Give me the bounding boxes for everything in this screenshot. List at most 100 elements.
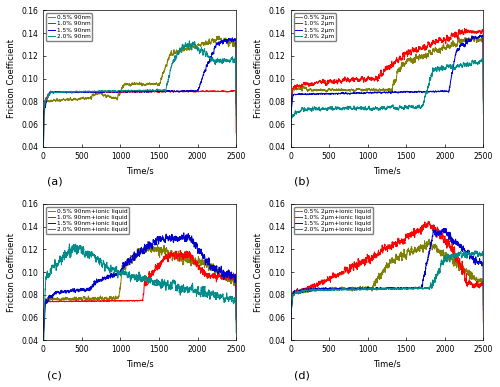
2.0% 90nm+ionic liquid — [74, 252, 80, 257]
1.5% 90nm — [114, 89, 120, 94]
2.0% 2μm+ionic liquid — [480, 302, 486, 307]
2.0% 2μm — [476, 61, 482, 66]
1.5% 2μm — [362, 90, 368, 95]
0.5% 2μm — [456, 36, 462, 41]
2.0% 2μm — [456, 65, 462, 69]
1.5% 90nm — [208, 53, 214, 58]
0.5% 90nm — [233, 104, 239, 109]
0.5% 2μm — [310, 87, 316, 92]
1.0% 90nm — [230, 88, 235, 93]
1.5% 2μm+ionic liquid — [442, 226, 448, 231]
0.5% 2μm — [470, 34, 476, 39]
0.5% 90nm+ionic liquid — [114, 296, 120, 301]
1.5% 2μm+ionic liquid — [370, 286, 376, 291]
1.5% 2μm — [476, 34, 482, 39]
1.5% 90nm — [74, 90, 80, 94]
Line: 1.5% 90nm: 1.5% 90nm — [44, 38, 236, 155]
0.5% 2μm — [362, 87, 368, 92]
1.5% 2μm+ionic liquid — [310, 288, 316, 293]
1.5% 2μm+ionic liquid — [476, 257, 482, 262]
Legend: 0.5% 2μm+ionic liquid, 1.0% 2μm+ionic liquid, 1.5% 2μm+ionic liquid, 2.0% 2μm+io: 0.5% 2μm+ionic liquid, 1.0% 2μm+ionic li… — [294, 207, 373, 234]
1.0% 90nm — [62, 89, 68, 94]
1.5% 90nm+ionic liquid — [181, 231, 187, 235]
1.0% 2μm — [362, 75, 368, 80]
0.5% 2μm — [370, 88, 376, 93]
Line: 0.5% 2μm+ionic liquid: 0.5% 2μm+ionic liquid — [290, 239, 484, 351]
1.0% 90nm+ionic liquid — [230, 276, 235, 280]
0.5% 2μm+ionic liquid — [310, 288, 316, 293]
Legend: 0.5% 2μm, 1.0% 2μm, 1.5% 2μm, 2.0% 2μm: 0.5% 2μm, 1.0% 2μm, 1.5% 2μm, 2.0% 2μm — [294, 14, 336, 41]
1.0% 90nm+ionic liquid — [177, 248, 183, 253]
2.0% 90nm — [233, 113, 239, 118]
2.0% 2μm+ionic liquid — [310, 287, 316, 292]
1.0% 2μm+ionic liquid — [310, 282, 316, 287]
0.5% 2μm — [480, 101, 486, 106]
1.0% 90nm — [233, 131, 239, 135]
1.0% 90nm — [122, 89, 128, 94]
1.0% 90nm+ionic liquid — [74, 299, 80, 303]
1.5% 90nm+ionic liquid — [122, 263, 128, 268]
Line: 1.0% 90nm: 1.0% 90nm — [44, 91, 236, 155]
1.0% 2μm — [370, 76, 376, 81]
1.0% 90nm — [40, 152, 46, 157]
0.5% 2μm+ionic liquid — [288, 348, 294, 353]
1.5% 90nm+ionic liquid — [233, 317, 239, 322]
2.0% 90nm+ionic liquid — [233, 330, 239, 335]
2.0% 90nm+ionic liquid — [62, 255, 68, 260]
2.0% 2μm+ionic liquid — [370, 286, 376, 291]
0.5% 90nm+ionic liquid — [145, 239, 151, 244]
Legend: 0.5% 90nm+ionic liquid, 1.0% 90nm+ionic liquid, 1.5% 90nm+ionic liquid, 2.0% 90n: 0.5% 90nm+ionic liquid, 1.0% 90nm+ionic … — [46, 207, 129, 234]
1.5% 2μm — [480, 99, 486, 104]
0.5% 90nm+ionic liquid — [74, 297, 80, 301]
1.0% 2μm+ionic liquid — [480, 321, 486, 326]
Text: (d): (d) — [294, 370, 310, 380]
Y-axis label: Friction Coefficient: Friction Coefficient — [7, 39, 16, 118]
2.0% 2μm — [480, 112, 486, 116]
1.0% 2μm+ionic liquid — [456, 261, 462, 265]
0.5% 2μm+ionic liquid — [362, 286, 368, 290]
1.0% 2μm — [480, 96, 486, 101]
2.0% 2μm — [321, 106, 327, 111]
X-axis label: Time/s: Time/s — [373, 360, 401, 369]
2.0% 90nm — [230, 55, 235, 59]
Line: 1.5% 2μm+ionic liquid: 1.5% 2μm+ionic liquid — [290, 228, 484, 351]
0.5% 90nm+ionic liquid — [62, 296, 68, 301]
1.5% 90nm+ionic liquid — [208, 266, 214, 271]
1.0% 2μm+ionic liquid — [476, 285, 482, 290]
Line: 0.5% 2μm: 0.5% 2μm — [290, 37, 484, 154]
Text: (a): (a) — [47, 177, 63, 187]
0.5% 90nm+ionic liquid — [40, 348, 46, 352]
Y-axis label: Friction Coefficient: Friction Coefficient — [254, 233, 263, 312]
2.0% 2μm+ionic liquid — [456, 253, 462, 258]
1.5% 2μm — [288, 152, 294, 157]
0.5% 2μm — [321, 87, 327, 92]
2.0% 90nm — [74, 89, 80, 94]
2.0% 2μm+ionic liquid — [362, 287, 368, 291]
1.0% 90nm+ionic liquid — [114, 298, 120, 303]
0.5% 90nm — [216, 34, 222, 38]
2.0% 90nm — [208, 58, 214, 62]
2.0% 90nm+ionic liquid — [122, 272, 128, 276]
Line: 2.0% 90nm+ionic liquid: 2.0% 90nm+ionic liquid — [44, 244, 236, 360]
2.0% 90nm — [40, 152, 46, 157]
Line: 2.0% 90nm: 2.0% 90nm — [44, 41, 236, 154]
0.5% 2μm+ionic liquid — [456, 267, 462, 272]
Line: 1.5% 2μm: 1.5% 2μm — [290, 35, 484, 154]
0.5% 90nm — [74, 97, 80, 102]
1.5% 90nm+ionic liquid — [74, 288, 80, 293]
2.0% 2μm — [370, 106, 376, 111]
0.5% 90nm — [62, 98, 68, 103]
1.0% 90nm+ionic liquid — [40, 352, 46, 356]
1.5% 2μm — [310, 91, 316, 96]
Y-axis label: Friction Coefficient: Friction Coefficient — [254, 39, 263, 118]
1.0% 2μm — [476, 28, 482, 33]
0.5% 2μm+ionic liquid — [321, 287, 327, 292]
1.0% 90nm — [74, 90, 80, 95]
1.0% 90nm+ionic liquid — [208, 274, 214, 279]
2.0% 90nm+ionic liquid — [230, 296, 235, 301]
Text: (b): (b) — [294, 177, 310, 187]
0.5% 2μm — [476, 39, 482, 43]
1.0% 2μm+ionic liquid — [426, 219, 432, 224]
X-axis label: Time/s: Time/s — [126, 166, 154, 175]
1.5% 90nm+ionic liquid — [62, 288, 68, 293]
